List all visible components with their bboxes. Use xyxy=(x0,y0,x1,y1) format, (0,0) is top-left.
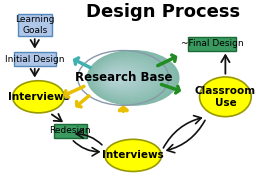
Ellipse shape xyxy=(110,74,122,82)
Text: Initial Design: Initial Design xyxy=(5,55,64,64)
Ellipse shape xyxy=(111,75,120,81)
Ellipse shape xyxy=(89,53,173,103)
Ellipse shape xyxy=(93,56,164,99)
Text: ~Final Design: ~Final Design xyxy=(181,39,243,48)
Ellipse shape xyxy=(97,61,153,95)
Ellipse shape xyxy=(105,139,161,171)
Ellipse shape xyxy=(88,51,177,105)
Ellipse shape xyxy=(89,52,175,104)
FancyBboxPatch shape xyxy=(188,37,236,51)
Text: Interviews: Interviews xyxy=(102,150,164,160)
Ellipse shape xyxy=(105,69,135,87)
Ellipse shape xyxy=(112,76,118,80)
Ellipse shape xyxy=(96,60,155,96)
Text: Classroom
Use: Classroom Use xyxy=(195,86,256,108)
FancyBboxPatch shape xyxy=(14,52,56,66)
Text: Interviews: Interviews xyxy=(8,92,69,102)
Ellipse shape xyxy=(95,58,160,98)
Ellipse shape xyxy=(109,73,124,83)
Ellipse shape xyxy=(103,67,140,89)
Ellipse shape xyxy=(98,62,151,94)
Text: Research Base: Research Base xyxy=(75,71,172,84)
Ellipse shape xyxy=(104,68,138,88)
Ellipse shape xyxy=(113,77,116,79)
Ellipse shape xyxy=(94,57,162,98)
Ellipse shape xyxy=(13,81,64,113)
Text: Design Process: Design Process xyxy=(86,3,240,21)
FancyBboxPatch shape xyxy=(18,14,52,36)
Ellipse shape xyxy=(105,70,133,86)
Text: Learning
Goals: Learning Goals xyxy=(15,15,54,35)
Ellipse shape xyxy=(92,55,166,100)
Ellipse shape xyxy=(100,64,146,92)
Ellipse shape xyxy=(101,65,144,91)
Ellipse shape xyxy=(106,70,131,85)
FancyBboxPatch shape xyxy=(54,124,87,138)
Ellipse shape xyxy=(108,72,127,84)
Ellipse shape xyxy=(96,59,157,97)
Ellipse shape xyxy=(90,54,171,102)
Ellipse shape xyxy=(102,66,142,90)
Ellipse shape xyxy=(107,71,129,84)
Ellipse shape xyxy=(87,50,179,106)
Text: Redesign: Redesign xyxy=(50,126,91,135)
Ellipse shape xyxy=(200,77,251,117)
Ellipse shape xyxy=(91,55,168,101)
Ellipse shape xyxy=(99,63,149,93)
